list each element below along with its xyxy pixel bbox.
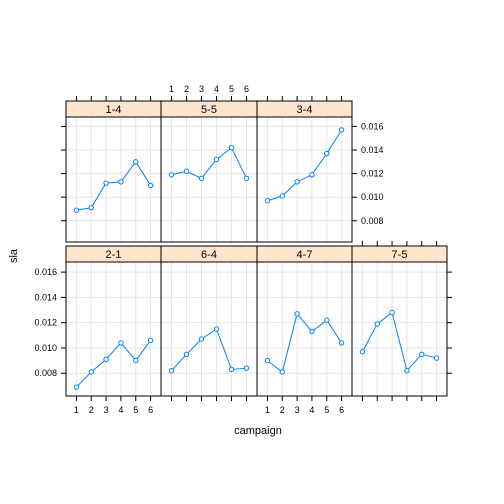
y-tick-label: 0.014 <box>34 292 57 302</box>
series-line <box>267 312 343 373</box>
data-point <box>118 340 124 346</box>
x-tick-label: 6 <box>244 84 249 94</box>
panel-strip-label: 6-4 <box>201 249 217 261</box>
x-tick-label: 6 <box>148 405 153 415</box>
y-tick-label: 0.010 <box>361 192 384 202</box>
series-line <box>171 328 247 372</box>
panel-strip-label: 4-7 <box>297 249 313 261</box>
x-tick-label: 5 <box>324 405 329 415</box>
data-point <box>389 309 395 316</box>
panel-strip-label: 1-4 <box>106 104 122 116</box>
series-line <box>76 160 152 211</box>
data-point <box>309 328 315 335</box>
y-tick-label: 0.010 <box>34 343 57 353</box>
y-tick-label: 0.016 <box>361 121 384 131</box>
panel-strip-label: 5-5 <box>201 104 217 116</box>
y-tick-label: 0.012 <box>361 169 384 179</box>
y-tick-label: 0.014 <box>361 145 384 155</box>
data-point <box>279 193 285 199</box>
data-point <box>183 168 190 174</box>
data-point <box>433 355 440 361</box>
x-tick-label: 3 <box>199 84 204 94</box>
data-point <box>168 172 175 178</box>
data-point <box>338 340 345 346</box>
x-tick-label: 2 <box>184 84 189 94</box>
x-tick-label: 5 <box>229 84 234 94</box>
y-tick-label: 0.012 <box>34 318 57 328</box>
data-point <box>243 365 250 371</box>
axes-group: 1 2 3 4 5 6 1 2 3 4 5 61 2 3 4 5 60.0080.0100.0120.0140.… <box>34 84 452 415</box>
data-point <box>147 337 154 344</box>
y-tick-label: 0.016 <box>34 267 57 277</box>
panel-border <box>351 245 448 397</box>
y-tick-label: 0.008 <box>34 368 57 378</box>
x-tick-label: 4 <box>309 405 314 415</box>
data-point <box>118 179 124 185</box>
x-tick-label: 3 <box>295 405 300 415</box>
data-point <box>147 182 154 189</box>
data-point <box>73 384 80 390</box>
panel-3-4: 3-4 <box>256 100 353 243</box>
series-line <box>267 129 343 202</box>
panel-7-5: 7-5 <box>351 245 448 397</box>
series-line <box>76 340 151 388</box>
data-point <box>228 144 235 151</box>
data-point <box>103 356 109 363</box>
data-point <box>133 357 139 364</box>
y-tick-label: 0.008 <box>361 216 384 226</box>
panel-1-4: 1-4 <box>65 100 162 243</box>
data-point <box>324 317 330 323</box>
data-point <box>103 180 109 186</box>
data-point <box>419 351 425 357</box>
x-tick-label: 5 <box>133 405 138 415</box>
data-point <box>198 336 205 342</box>
x-tick-label: 1 <box>169 84 174 94</box>
data-point <box>183 351 190 357</box>
x-tick-label: 2 <box>280 405 285 415</box>
data-point <box>88 205 94 211</box>
data-point <box>198 175 205 182</box>
x-tick-label: 4 <box>214 84 219 94</box>
data-point <box>309 172 315 178</box>
x-tick-label: 4 <box>118 405 123 415</box>
data-point <box>294 179 300 185</box>
data-point <box>294 311 300 317</box>
data-point <box>359 349 366 355</box>
data-point <box>243 175 250 182</box>
x-tick-label: 6 <box>339 405 344 415</box>
data-point <box>133 159 139 165</box>
panels-group: 1-4 5-5 3-42-1 6-4 4-7 7-51 2 3 4 5 6 1 2 3 4 5 61 2 3 4 5 60… <box>34 84 452 415</box>
data-point <box>73 207 80 213</box>
x-tick-label: 1 <box>265 405 270 415</box>
data-point <box>213 326 220 332</box>
data-point <box>88 369 94 375</box>
series-line <box>361 311 437 372</box>
x-tick-label: 3 <box>104 405 109 415</box>
panel-strip-label: 2-1 <box>106 249 122 261</box>
data-point <box>264 357 271 364</box>
data-point <box>264 198 271 204</box>
panel-strip-label: 3-4 <box>297 104 313 116</box>
panel-border <box>256 100 353 243</box>
data-point <box>168 368 175 374</box>
data-point <box>213 156 220 163</box>
data-point <box>338 127 345 133</box>
x-axis-title: campaign <box>234 425 282 437</box>
panel-5-5: 5-5 <box>160 100 258 243</box>
x-tick-label: 1 <box>74 405 79 415</box>
data-point <box>279 369 285 375</box>
data-point <box>228 366 235 373</box>
panel-4-7: 4-7 <box>256 245 353 397</box>
y-axis-title: sla <box>8 248 20 263</box>
data-point <box>404 368 410 374</box>
data-point <box>374 321 380 327</box>
data-point <box>324 150 330 157</box>
panel-strip-label: 7-5 <box>392 249 408 261</box>
panel-2-1: 2-1 <box>65 245 162 397</box>
x-tick-label: 2 <box>89 405 94 415</box>
panel-6-4: 6-4 <box>160 245 258 397</box>
